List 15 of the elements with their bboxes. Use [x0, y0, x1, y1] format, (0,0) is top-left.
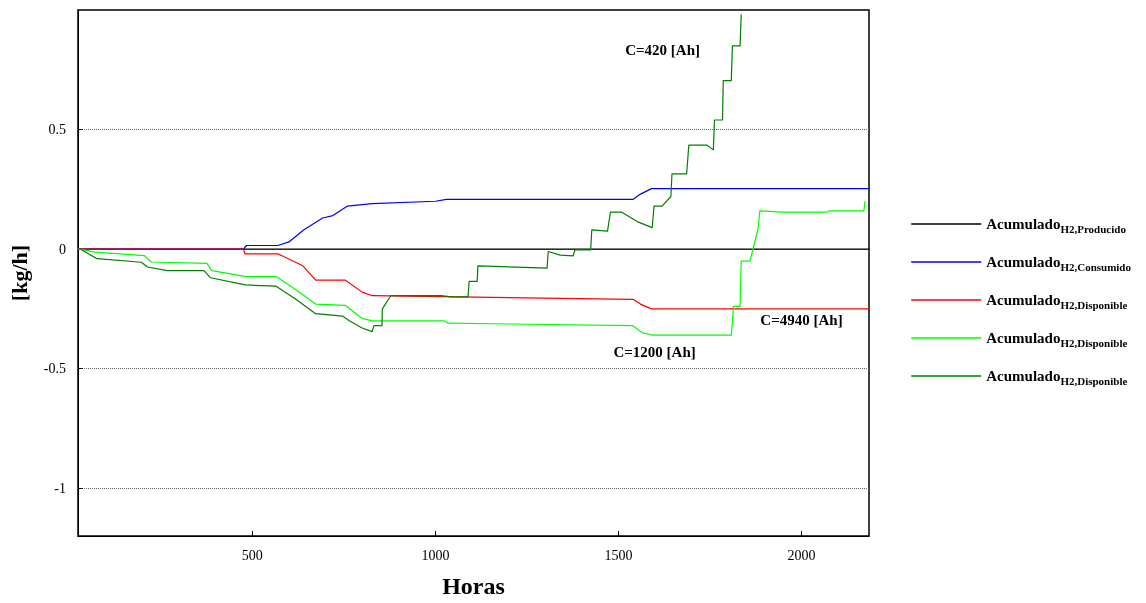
- y-tick-label: -0.5: [43, 361, 66, 377]
- x-tick-label: 500: [241, 547, 263, 563]
- y-tick-label: 0.5: [48, 122, 66, 138]
- line-series: [77, 14, 742, 333]
- annotation: C=420 [Ah]: [625, 41, 700, 58]
- line-series: [77, 200, 866, 336]
- y-axis-title: [kg/h]: [6, 244, 32, 302]
- y-tick-label: -1: [54, 480, 66, 496]
- x-tick-label: 1500: [604, 547, 633, 563]
- y-tick-label: 0: [59, 241, 66, 257]
- x-tick-label: 2000: [787, 547, 816, 563]
- x-axis-title: Horas: [442, 573, 505, 599]
- annotation: C=4940 [Ah]: [760, 312, 843, 329]
- annotation: C=1200 [Ah]: [613, 343, 696, 360]
- x-tick-label: 1000: [421, 547, 450, 563]
